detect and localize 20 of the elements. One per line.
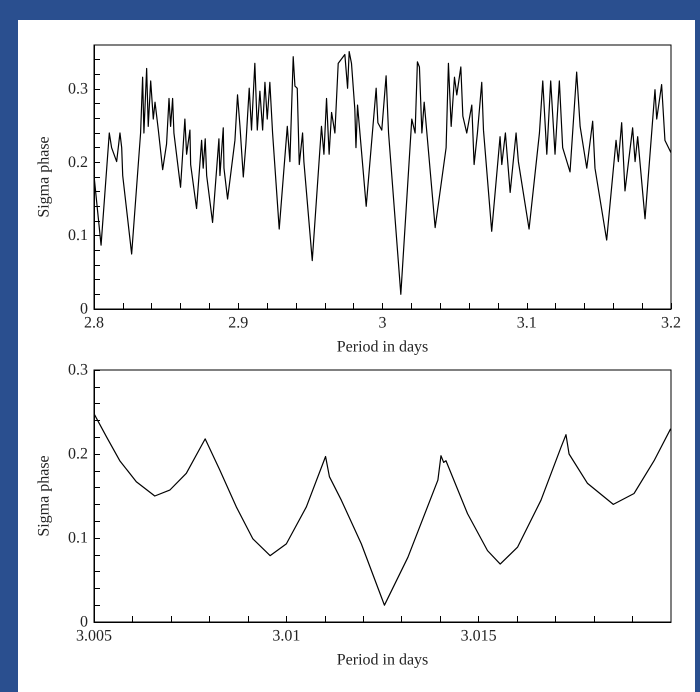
y-tick-label: 0.1 (68, 227, 88, 244)
x-tick-label: 2.9 (228, 314, 248, 332)
x-axis-title: Period in days (336, 652, 428, 668)
y-tick-label: 0.3 (68, 80, 88, 98)
y-axis-title: Sigma phase (36, 136, 52, 218)
y-tick-label: 0 (80, 614, 88, 630)
x-tick-label: 3 (378, 314, 386, 332)
x-tick-label: 3.015 (460, 628, 497, 644)
x-tick-label: 3.005 (76, 628, 112, 644)
y-tick-label: 0.3 (68, 362, 88, 378)
y-tick-label: 0.2 (68, 446, 88, 462)
x-tick-label: 3.01 (272, 628, 300, 644)
y-tick-label: 0.2 (68, 154, 88, 171)
y-tick-label: 0.1 (68, 530, 88, 546)
x-axis-title: Period in days (336, 338, 428, 356)
x-tick-label: 2.8 (84, 314, 104, 332)
y-tick-label: 0 (80, 300, 88, 318)
x-tick-label: 3.2 (661, 314, 681, 332)
y-axis-title: Sigma phase (36, 455, 52, 537)
x-tick-label: 3.1 (516, 314, 537, 332)
